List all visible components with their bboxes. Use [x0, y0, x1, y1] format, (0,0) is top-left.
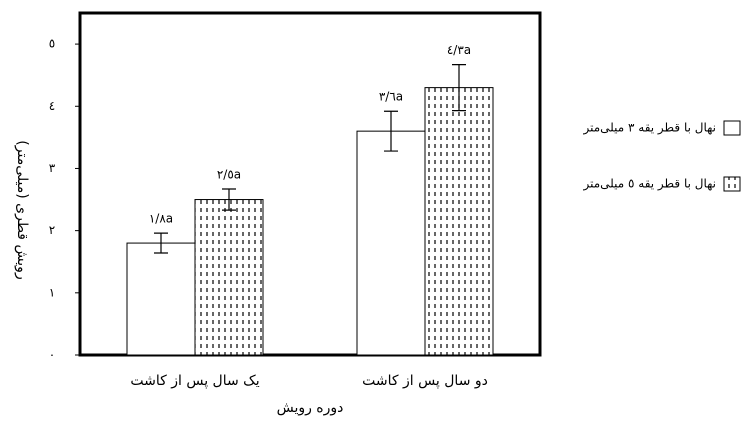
legend-label: نهال با قطر یقه ٥ میلی‌متر	[582, 177, 716, 192]
y-tick-label: ٠	[49, 348, 55, 362]
y-axis-label: رویش قطری (میلی‌متر)	[14, 140, 30, 279]
bar	[424, 87, 494, 356]
error-bar	[154, 232, 168, 254]
x-tick-label: دو سال پس از کاشت	[362, 373, 488, 389]
bar	[356, 130, 426, 356]
data-label: ٣/٦a	[379, 90, 403, 104]
y-tick-label: ٥	[49, 37, 55, 51]
y-tick-label: ٢	[49, 223, 55, 237]
data-label: ٤/٣a	[447, 43, 471, 57]
data-label: ٢/٥a	[217, 167, 241, 181]
error-bar	[222, 188, 236, 211]
bar	[126, 242, 196, 356]
data-label: ١/٨a	[149, 212, 173, 226]
x-tick-label: یک سال پس از کاشت	[130, 373, 259, 389]
legend-swatch	[723, 120, 741, 136]
bar	[194, 199, 264, 356]
error-bar	[452, 64, 466, 112]
error-bar	[384, 110, 398, 152]
y-tick-label: ٤	[49, 99, 55, 113]
x-axis-label: دوره رویش	[277, 400, 344, 416]
y-tick-label: ١	[49, 285, 55, 299]
legend-swatch	[723, 176, 741, 192]
plot-frame	[78, 11, 542, 357]
legend-label: نهال با قطر یقه ٣ میلی‌متر	[582, 121, 716, 136]
y-tick-label: ٣	[49, 161, 56, 175]
